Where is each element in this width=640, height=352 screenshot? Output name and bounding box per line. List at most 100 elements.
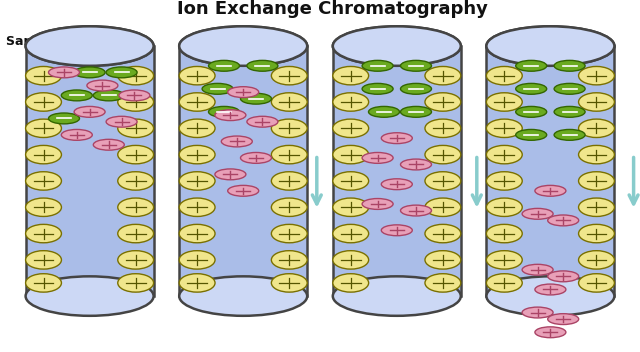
Circle shape: [118, 251, 154, 269]
Circle shape: [118, 67, 154, 85]
Circle shape: [425, 93, 461, 111]
Circle shape: [486, 251, 522, 269]
Ellipse shape: [333, 26, 461, 66]
Ellipse shape: [522, 208, 553, 219]
Ellipse shape: [548, 215, 579, 226]
Ellipse shape: [247, 60, 278, 71]
Circle shape: [179, 224, 215, 243]
Ellipse shape: [554, 60, 585, 71]
Circle shape: [271, 172, 307, 190]
Ellipse shape: [26, 276, 154, 316]
Circle shape: [333, 274, 369, 292]
Circle shape: [425, 67, 461, 85]
Circle shape: [486, 172, 522, 190]
Circle shape: [333, 198, 369, 216]
Ellipse shape: [179, 26, 307, 66]
Ellipse shape: [333, 26, 461, 66]
Ellipse shape: [401, 159, 431, 170]
Ellipse shape: [74, 67, 105, 78]
Ellipse shape: [241, 152, 271, 163]
Ellipse shape: [516, 83, 547, 94]
Ellipse shape: [522, 307, 553, 318]
Bar: [26, 46, 154, 296]
Ellipse shape: [228, 87, 259, 98]
Ellipse shape: [401, 83, 431, 94]
Ellipse shape: [26, 26, 154, 66]
Ellipse shape: [106, 67, 137, 78]
Circle shape: [118, 224, 154, 243]
Circle shape: [333, 251, 369, 269]
Ellipse shape: [548, 271, 579, 282]
Text: Ion Exchange Chromatography: Ion Exchange Chromatography: [177, 0, 488, 18]
Circle shape: [333, 119, 369, 138]
Circle shape: [179, 119, 215, 138]
Circle shape: [333, 172, 369, 190]
Circle shape: [425, 224, 461, 243]
Circle shape: [271, 145, 307, 164]
Circle shape: [118, 172, 154, 190]
Ellipse shape: [381, 225, 412, 236]
Circle shape: [425, 198, 461, 216]
Circle shape: [118, 119, 154, 138]
Ellipse shape: [369, 106, 399, 117]
Ellipse shape: [522, 264, 553, 275]
Circle shape: [26, 93, 61, 111]
Circle shape: [118, 274, 154, 292]
Circle shape: [333, 224, 369, 243]
Ellipse shape: [486, 26, 614, 66]
Ellipse shape: [26, 26, 154, 66]
Ellipse shape: [516, 130, 547, 140]
Bar: [486, 46, 614, 296]
Circle shape: [333, 93, 369, 111]
Ellipse shape: [554, 83, 585, 94]
Ellipse shape: [381, 133, 412, 144]
Ellipse shape: [362, 83, 393, 94]
Ellipse shape: [93, 90, 124, 101]
Circle shape: [425, 172, 461, 190]
Circle shape: [486, 145, 522, 164]
Bar: [179, 46, 307, 66]
Circle shape: [425, 274, 461, 292]
Circle shape: [579, 119, 614, 138]
Ellipse shape: [554, 106, 585, 117]
Ellipse shape: [49, 67, 79, 78]
Circle shape: [271, 251, 307, 269]
Ellipse shape: [61, 130, 92, 140]
Circle shape: [179, 145, 215, 164]
Circle shape: [179, 274, 215, 292]
Ellipse shape: [516, 106, 547, 117]
Circle shape: [486, 224, 522, 243]
Bar: [26, 46, 154, 66]
Ellipse shape: [209, 60, 239, 71]
Ellipse shape: [215, 169, 246, 180]
Circle shape: [26, 67, 61, 85]
Ellipse shape: [209, 106, 239, 117]
Ellipse shape: [554, 130, 585, 140]
Ellipse shape: [381, 179, 412, 190]
Ellipse shape: [119, 90, 150, 101]
Circle shape: [26, 274, 61, 292]
Ellipse shape: [486, 276, 614, 316]
Circle shape: [486, 119, 522, 138]
Circle shape: [579, 145, 614, 164]
Circle shape: [118, 198, 154, 216]
Circle shape: [271, 93, 307, 111]
Circle shape: [271, 119, 307, 138]
Ellipse shape: [61, 90, 92, 101]
Circle shape: [579, 224, 614, 243]
Circle shape: [179, 172, 215, 190]
Ellipse shape: [179, 26, 307, 66]
Ellipse shape: [221, 136, 252, 147]
Circle shape: [486, 93, 522, 111]
Circle shape: [26, 198, 61, 216]
Circle shape: [579, 172, 614, 190]
Ellipse shape: [535, 186, 566, 196]
Circle shape: [179, 251, 215, 269]
Ellipse shape: [106, 116, 137, 127]
Ellipse shape: [74, 106, 105, 117]
Circle shape: [333, 67, 369, 85]
Circle shape: [271, 274, 307, 292]
Circle shape: [333, 145, 369, 164]
Circle shape: [579, 274, 614, 292]
Circle shape: [118, 145, 154, 164]
